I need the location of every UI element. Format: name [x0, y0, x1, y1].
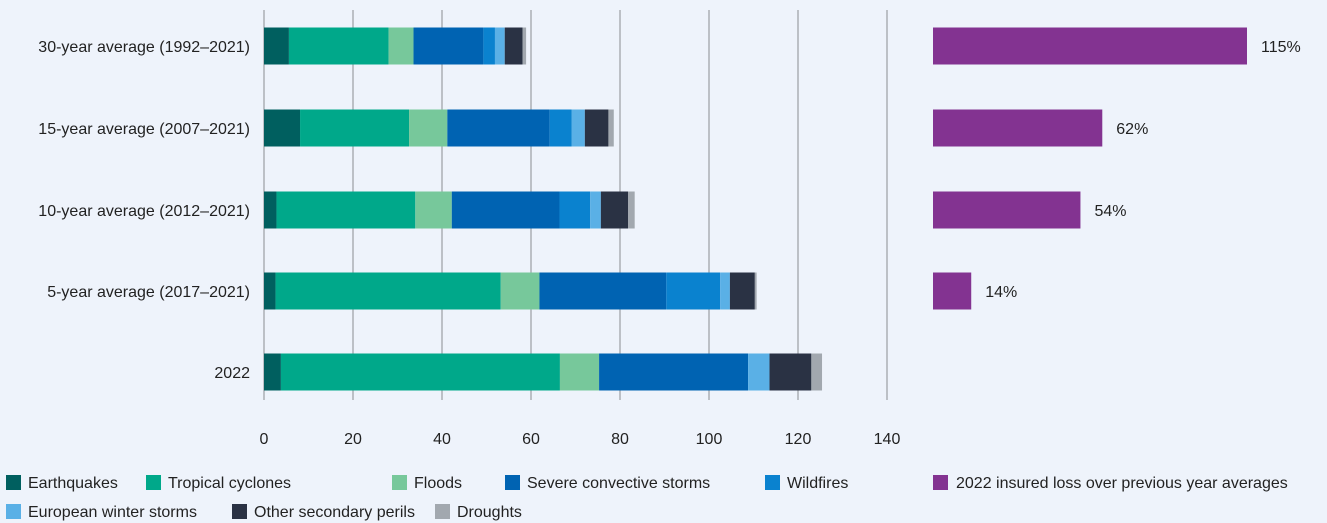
- bar-european-winter-storms-0: [494, 27, 505, 65]
- bar-tropical-cyclones-3: [275, 272, 501, 310]
- pct-bar-1: [933, 109, 1103, 147]
- bar-droughts-4: [811, 353, 823, 391]
- bar-european-winter-storms-4: [748, 353, 770, 391]
- legend-label-floods: Floods: [414, 475, 462, 492]
- bar-droughts-1: [608, 109, 614, 147]
- bar-severe-convective-storms-0: [413, 27, 484, 65]
- bar-european-winter-storms-2: [590, 191, 601, 229]
- pct-value-label: 54%: [1094, 203, 1126, 220]
- pct-bar-0: [933, 27, 1247, 65]
- x-tick-label: 20: [344, 431, 362, 448]
- bar-earthquakes-4: [264, 353, 281, 391]
- x-tick-labels: 0 20 40 60 80 100 120 140: [260, 431, 901, 448]
- bar-floods-3: [500, 272, 540, 310]
- category-labels: 30-year average (1992–2021) 15-year avera…: [38, 39, 250, 382]
- legend-swatch-other-secondary-perils: [232, 504, 247, 519]
- legend-label-droughts: Droughts: [457, 504, 522, 521]
- legend-swatch-european-winter-storms: [6, 504, 21, 519]
- bar-tropical-cyclones-4: [280, 353, 560, 391]
- legend-label-wildfires: Wildfires: [787, 475, 848, 492]
- category-label: 5-year average (2017–2021): [47, 284, 250, 301]
- legend-label-severe-convective-storms: Severe convective storms: [527, 475, 710, 492]
- x-tick-label: 40: [433, 431, 451, 448]
- x-tick-label: 140: [874, 431, 901, 448]
- legend: Earthquakes Tropical cyclones Floods Severe…: [6, 475, 1288, 521]
- bar-other-secondary-perils-3: [729, 272, 755, 310]
- bar-tropical-cyclones-0: [288, 27, 389, 65]
- bar-wildfires-1: [549, 109, 572, 147]
- bar-droughts-2: [628, 191, 635, 229]
- legend-swatch-earthquakes: [6, 475, 21, 490]
- x-tick-label: 120: [785, 431, 812, 448]
- bar-floods-2: [415, 191, 452, 229]
- pct-bar-2: [933, 191, 1081, 229]
- bar-wildfires-3: [666, 272, 721, 310]
- legend-label-tropical-cyclones: Tropical cyclones: [168, 475, 291, 492]
- legend-swatch-wildfires: [765, 475, 780, 490]
- legend-swatch-tropical-cyclones: [146, 475, 161, 490]
- legend-swatch-droughts: [435, 504, 450, 519]
- bar-severe-convective-storms-1: [447, 109, 550, 147]
- legend-label-earthquakes: Earthquakes: [28, 475, 118, 492]
- bar-severe-convective-storms-2: [451, 191, 560, 229]
- category-label: 2022: [214, 365, 250, 382]
- bar-earthquakes-1: [264, 109, 301, 147]
- x-tick-label: 100: [696, 431, 723, 448]
- pct-value-label: 14%: [985, 284, 1017, 301]
- bar-other-secondary-perils-4: [769, 353, 812, 391]
- bar-floods-0: [388, 27, 414, 65]
- bar-wildfires-0: [483, 27, 495, 65]
- legend-swatch-severe-convective-storms: [505, 475, 520, 490]
- legend-swatch-floods: [392, 475, 407, 490]
- bar-severe-convective-storms-3: [539, 272, 667, 310]
- bar-other-secondary-perils-2: [600, 191, 629, 229]
- pct-bar-3: [933, 272, 972, 310]
- bar-other-secondary-perils-1: [584, 109, 609, 147]
- legend-label-insured-loss: 2022 insured loss over previous year ave…: [956, 475, 1288, 492]
- bar-earthquakes-2: [264, 191, 277, 229]
- category-label: 30-year average (1992–2021): [38, 39, 250, 56]
- bar-european-winter-storms-1: [571, 109, 585, 147]
- x-tick-label: 60: [522, 431, 540, 448]
- category-label: 10-year average (2012–2021): [38, 203, 250, 220]
- bar-wildfires-2: [559, 191, 591, 229]
- legend-label-other-secondary-perils: Other secondary perils: [254, 504, 415, 521]
- bar-other-secondary-perils-0: [504, 27, 523, 65]
- x-tick-label: 80: [611, 431, 629, 448]
- bar-european-winter-storms-3: [720, 272, 730, 310]
- stacked-bars: [264, 27, 823, 391]
- bar-floods-4: [559, 353, 600, 391]
- percentage-bars: 115% 62% 54% 14%: [933, 27, 1301, 310]
- legend-label-european-winter-storms: European winter storms: [28, 504, 197, 521]
- bar-droughts-3: [754, 272, 757, 310]
- bar-tropical-cyclones-1: [300, 109, 410, 147]
- category-label: 15-year average (2007–2021): [38, 121, 250, 138]
- legend-swatch-insured-loss: [933, 475, 948, 490]
- bar-tropical-cyclones-2: [276, 191, 416, 229]
- bar-earthquakes-3: [264, 272, 276, 310]
- bar-floods-1: [409, 109, 448, 147]
- bar-droughts-0: [522, 27, 527, 65]
- bar-earthquakes-0: [264, 27, 289, 65]
- x-tick-label: 0: [260, 431, 269, 448]
- pct-value-label: 115%: [1261, 39, 1301, 56]
- pct-value-label: 62%: [1116, 121, 1148, 138]
- bar-severe-convective-storms-4: [599, 353, 749, 391]
